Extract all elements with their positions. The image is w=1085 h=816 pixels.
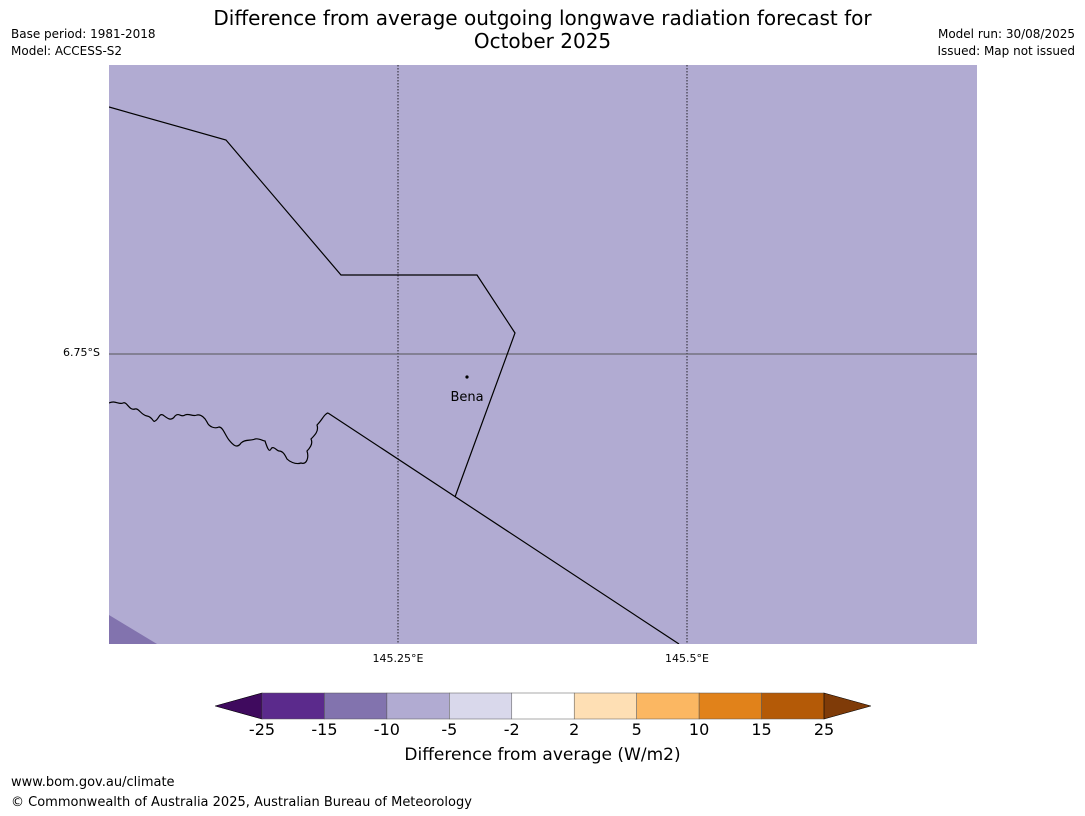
colorbar-tick-label: -5 [441,720,458,739]
map-title: Difference from average outgoing longwav… [0,7,1085,53]
colorbar-segment [324,692,388,720]
colorbar-segment [698,692,762,720]
coastline [109,401,329,465]
colorbar-segment [573,692,637,720]
meta-left: Base period: 1981-2018 Model: ACCESS-S2 [11,26,156,60]
province-boundary-north [109,106,516,498]
colorbar-extend-low [213,692,263,720]
footer-url[interactable]: www.bom.gov.au/climate [11,775,175,790]
colorbar-graphic [213,692,873,720]
colorbar-tick-label: 2 [569,720,580,739]
colorbar-extend-high [823,692,873,720]
title-line-1: Difference from average outgoing longwav… [213,6,872,30]
anomaly-patch [109,615,157,644]
place-label-bena: Bena [450,390,483,405]
longitude-label-2: 145.5°E [665,652,709,665]
colorbar-tick-label: 10 [688,720,710,739]
colorbar-segment [386,692,450,720]
colorbar-segment [511,692,575,720]
model-run: Model run: 30/08/2025 [937,27,1075,41]
colorbar-tick-label: -10 [373,720,400,739]
model-name: Model: ACCESS-S2 [11,44,123,58]
colorbar [213,692,873,720]
province-boundary-south [327,412,680,644]
colorbar-segment [261,692,325,720]
colorbar-tick-label: -2 [503,720,520,739]
latitude-label: 6.75°S [63,346,100,359]
colorbar-ticks: -25 -15 -10 -5 -2 2 5 10 15 25 [215,720,871,740]
colorbar-label: Difference from average (W/m2) [404,745,681,765]
colorbar-tick-label: 15 [751,720,772,739]
footer-copyright: © Commonwealth of Australia 2025, Austra… [11,795,472,810]
colorbar-tick-label: 25 [813,720,835,739]
location-marker-icon[interactable] [465,375,469,379]
colorbar-segment [636,692,700,720]
colorbar-tick-label: -15 [311,720,338,739]
meta-right: Model run: 30/08/2025 Issued: Map not is… [937,26,1075,60]
longitude-label-1: 145.25°E [372,652,424,665]
colorbar-segment [449,692,513,720]
title-line-2: October 2025 [473,29,612,53]
map-canvas: Bena [109,65,977,644]
colorbar-tick-label: -25 [248,720,276,739]
forecast-map[interactable]: Bena [109,65,977,644]
colorbar-tick-label: 5 [631,720,642,739]
base-period: Base period: 1981-2018 [11,27,156,41]
issued-status: Issued: Map not issued [937,44,1075,58]
colorbar-segment [761,692,825,720]
